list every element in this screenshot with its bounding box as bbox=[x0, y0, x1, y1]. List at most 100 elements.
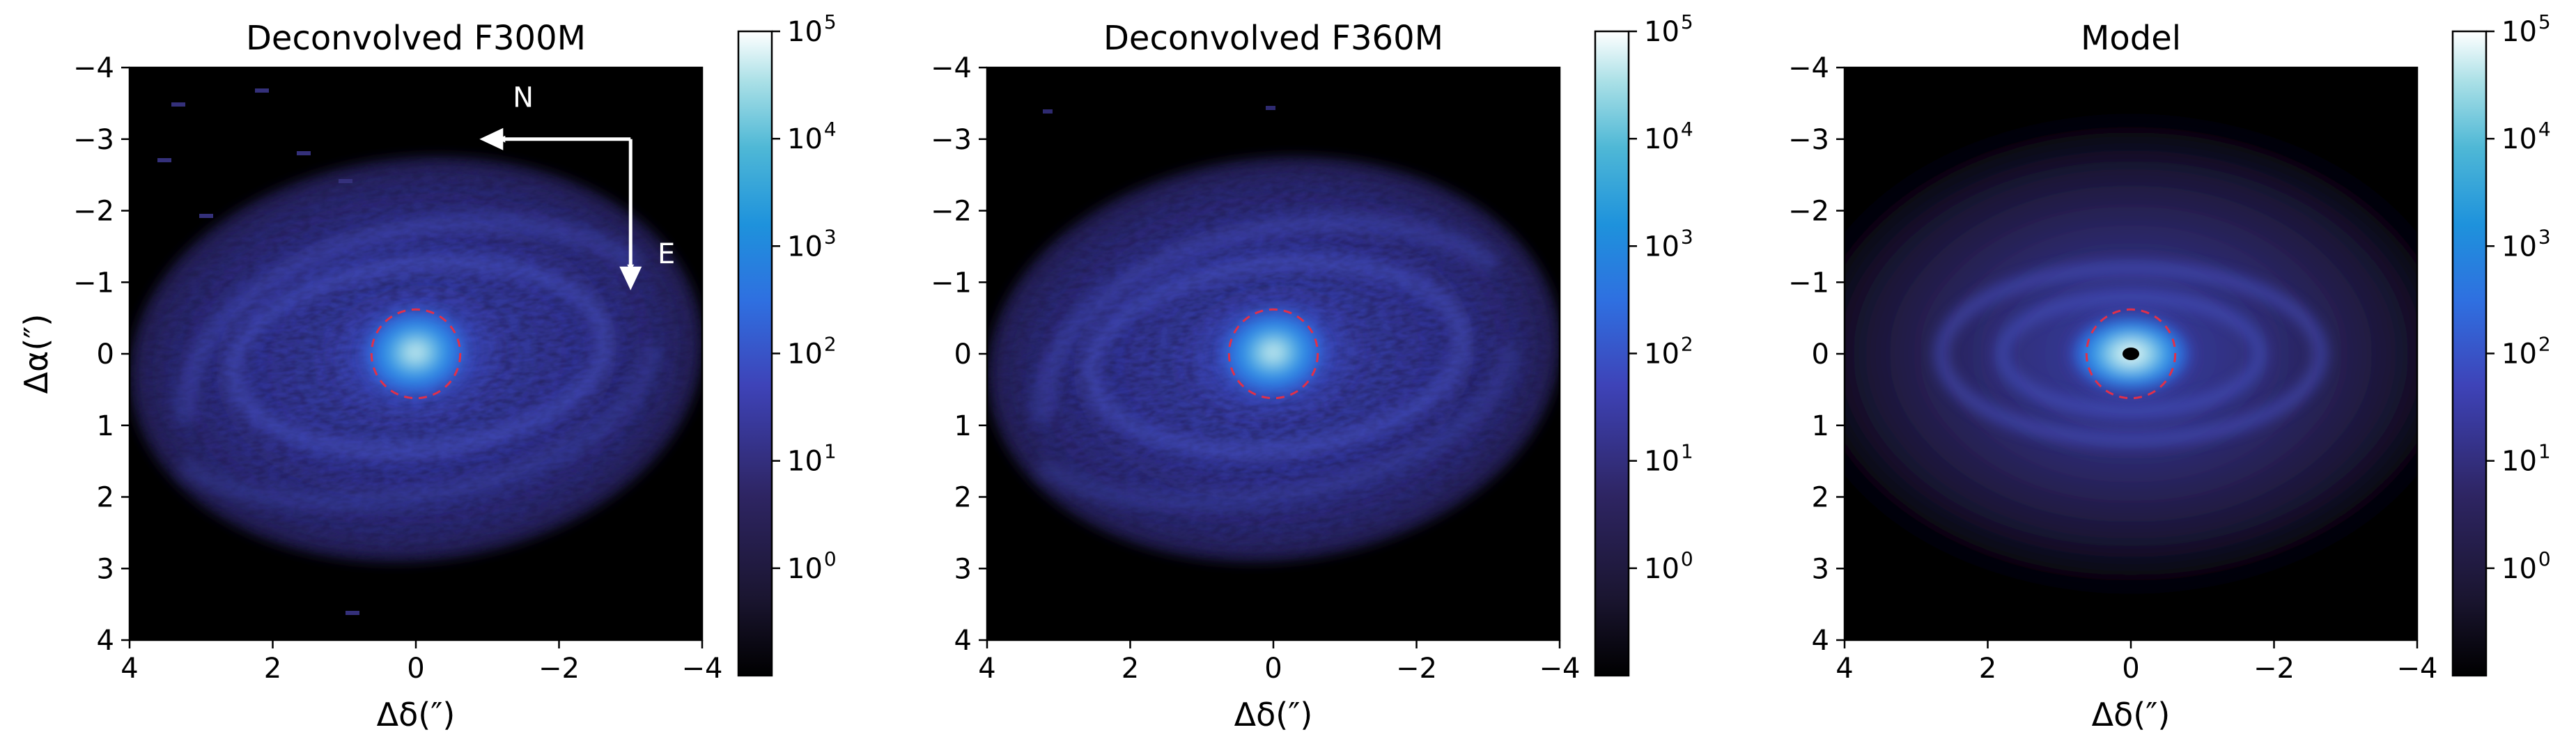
x-tick-label: 4 bbox=[1836, 653, 1853, 685]
inner-ring bbox=[226, 254, 612, 459]
x-tick-label: −2 bbox=[1396, 653, 1437, 685]
east-arrowhead bbox=[619, 266, 642, 290]
colorbar: 100 101 102 103 104 105 bbox=[737, 10, 837, 677]
model-inner-ring bbox=[1997, 291, 2265, 417]
colorbar-tick-label: 102 bbox=[1644, 333, 1693, 371]
y-tick-label: −1 bbox=[1788, 267, 1829, 299]
y-tick-label: 1 bbox=[1812, 410, 1829, 442]
y-tick-label: −2 bbox=[73, 196, 114, 228]
y-tick-label: 3 bbox=[97, 553, 114, 585]
x-tick-label: 2 bbox=[264, 653, 281, 685]
colorbar-tick-label: 100 bbox=[2501, 547, 2551, 585]
colorbar: 100 101 102 103 104 105 bbox=[2451, 10, 2551, 677]
colorbar-tick-label: 104 bbox=[1644, 118, 1693, 155]
reference-circle bbox=[370, 308, 462, 400]
x-tick-label: 4 bbox=[121, 653, 138, 685]
colorbar-tick-label: 103 bbox=[2501, 225, 2551, 263]
x-axis-label: Δδ(″) bbox=[377, 696, 456, 733]
panel-title: Model bbox=[2081, 19, 2181, 58]
colorbar-tick-label: 102 bbox=[787, 333, 837, 371]
colorbar-tick-label: 103 bbox=[1644, 225, 1693, 263]
y-tick-label: 2 bbox=[954, 482, 972, 514]
y-tick-label: 2 bbox=[1812, 482, 1829, 514]
y-axis-label: Δα(″) bbox=[17, 314, 55, 394]
y-tick-label: −2 bbox=[931, 196, 972, 228]
y-tick-label: −1 bbox=[931, 267, 972, 299]
x-tick-label: −4 bbox=[1539, 653, 1581, 685]
colorbar-tick-label: 101 bbox=[2501, 440, 2551, 478]
panel-title: Deconvolved F300M bbox=[246, 19, 586, 58]
colorbar-gradient bbox=[2453, 31, 2486, 676]
colorbar-tick-label: 100 bbox=[787, 547, 837, 585]
y-tick-label: −3 bbox=[931, 124, 972, 156]
noise-speck bbox=[297, 151, 311, 155]
inner-ring bbox=[1083, 254, 1470, 459]
y-tick-label: 0 bbox=[1812, 338, 1829, 371]
y-tick-label: −3 bbox=[73, 124, 114, 156]
noise-speck bbox=[171, 102, 185, 107]
colorbar-tick-label: 102 bbox=[2501, 333, 2551, 371]
y-tick-label: 1 bbox=[97, 410, 114, 442]
y-tick-label: 0 bbox=[954, 338, 972, 371]
panel-1: N E Deconvolved F300M 4 2 0 −2 −4 −4 −3 −2 −1 0 1 2 3 4 Δ… bbox=[17, 10, 837, 733]
y-tick-label: 2 bbox=[97, 482, 114, 514]
panel-title: Deconvolved F360M bbox=[1103, 19, 1443, 58]
noise-speck bbox=[1043, 109, 1053, 114]
colorbar: 100 101 102 103 104 105 bbox=[1594, 10, 1693, 677]
y-tick-label: 3 bbox=[1812, 553, 1829, 585]
x-tick-label: 2 bbox=[1979, 653, 1996, 685]
y-tick-label: 1 bbox=[954, 410, 972, 442]
colorbar-tick-label: 105 bbox=[1644, 10, 1693, 48]
east-label: E bbox=[658, 238, 675, 270]
noise-speck bbox=[199, 214, 213, 218]
noise-speck bbox=[346, 611, 359, 615]
x-tick-label: −2 bbox=[538, 653, 580, 685]
colorbar-tick-label: 101 bbox=[787, 440, 837, 478]
colorbar-tick-label: 105 bbox=[787, 10, 837, 48]
model-central-hole bbox=[2123, 348, 2139, 360]
north-label: N bbox=[513, 82, 534, 114]
y-tick-label: −4 bbox=[73, 52, 114, 84]
y-tick-label: 3 bbox=[954, 553, 972, 585]
y-tick-label: −2 bbox=[1788, 196, 1829, 228]
bright-core bbox=[1219, 308, 1327, 397]
x-axis-label: Δδ(″) bbox=[2092, 696, 2171, 733]
model-outer-ring bbox=[1935, 262, 2327, 446]
y-tick-label: −4 bbox=[1788, 52, 1829, 84]
x-tick-label: 2 bbox=[1122, 653, 1139, 685]
y-tick-label: 0 bbox=[97, 338, 114, 371]
spiral-arm bbox=[176, 213, 643, 422]
bright-core bbox=[362, 308, 470, 397]
spiral-arm bbox=[178, 343, 661, 511]
spiral-arm bbox=[1034, 213, 1500, 422]
x-tick-label: 0 bbox=[407, 653, 424, 685]
colorbar-tick-label: 100 bbox=[1644, 547, 1693, 585]
spiral-arm bbox=[1035, 343, 1519, 511]
reference-circle bbox=[2085, 308, 2177, 400]
noise-speck bbox=[157, 158, 171, 162]
north-arrowhead bbox=[479, 127, 504, 150]
x-tick-label: 0 bbox=[2122, 653, 2139, 685]
y-tick-label: 4 bbox=[1812, 625, 1829, 657]
y-tick-label: 4 bbox=[97, 625, 114, 657]
noise-speck bbox=[255, 88, 269, 93]
colorbar-tick-label: 104 bbox=[787, 118, 837, 155]
x-tick-label: −2 bbox=[2253, 653, 2295, 685]
colorbar-tick-label: 105 bbox=[2501, 10, 2551, 48]
panel-2: Deconvolved F360M 4 2 0 −2 −4 −4 −3 −2 −1 0 1 2 3 4 Δδ(… bbox=[931, 10, 1693, 733]
colorbar-tick-label: 103 bbox=[787, 225, 837, 263]
noise-speck bbox=[1266, 106, 1275, 110]
x-tick-label: −4 bbox=[682, 653, 723, 685]
colorbar-tick-label: 101 bbox=[1644, 440, 1693, 478]
y-tick-label: 4 bbox=[954, 625, 972, 657]
reference-circle bbox=[1227, 308, 1319, 400]
colorbar-tick-label: 104 bbox=[2501, 118, 2551, 155]
x-tick-label: −4 bbox=[2397, 653, 2438, 685]
image-content bbox=[130, 88, 702, 615]
noise-speck bbox=[339, 179, 352, 183]
x-tick-label: 0 bbox=[1264, 653, 1282, 685]
image-content bbox=[988, 106, 1560, 561]
image-content bbox=[1845, 125, 2417, 583]
y-tick-label: −4 bbox=[931, 52, 972, 84]
